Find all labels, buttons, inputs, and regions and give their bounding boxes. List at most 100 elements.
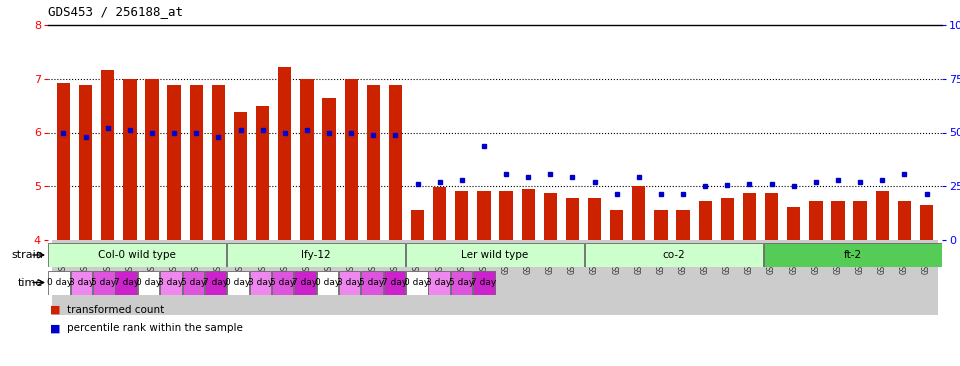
Bar bbox=[433, 187, 446, 240]
Bar bbox=[562, 240, 584, 315]
Bar bbox=[185, 240, 207, 315]
Bar bbox=[584, 240, 606, 315]
Text: transformed count: transformed count bbox=[67, 305, 164, 315]
Bar bbox=[428, 240, 451, 315]
Bar bbox=[228, 243, 405, 266]
Bar bbox=[495, 240, 517, 315]
Bar bbox=[204, 270, 227, 295]
Text: 0 day: 0 day bbox=[315, 278, 340, 287]
Text: 7 day: 7 day bbox=[293, 278, 318, 287]
Bar bbox=[499, 191, 513, 240]
Bar bbox=[694, 240, 716, 315]
Bar bbox=[876, 191, 889, 240]
Text: 7 day: 7 day bbox=[471, 278, 496, 287]
Text: 0 day: 0 day bbox=[46, 278, 72, 287]
Bar bbox=[565, 198, 579, 240]
Bar bbox=[455, 191, 468, 240]
Bar bbox=[628, 240, 650, 315]
Bar bbox=[384, 240, 406, 315]
Bar bbox=[543, 193, 557, 240]
Bar bbox=[588, 198, 601, 240]
Bar bbox=[606, 240, 628, 315]
Bar bbox=[123, 79, 136, 240]
Bar bbox=[804, 240, 827, 315]
Text: 7 day: 7 day bbox=[113, 278, 139, 287]
Bar bbox=[300, 79, 314, 240]
Bar bbox=[48, 243, 227, 266]
Bar bbox=[760, 240, 782, 315]
Bar bbox=[428, 270, 450, 295]
Bar bbox=[677, 210, 689, 240]
Bar bbox=[167, 85, 180, 240]
Bar bbox=[367, 85, 380, 240]
Bar bbox=[389, 85, 402, 240]
Text: 3 day: 3 day bbox=[158, 278, 183, 287]
Bar bbox=[473, 240, 495, 315]
Bar bbox=[234, 112, 247, 240]
Text: 5 day: 5 day bbox=[91, 278, 116, 287]
Bar bbox=[894, 240, 916, 315]
Bar bbox=[93, 270, 114, 295]
Bar bbox=[340, 240, 362, 315]
Text: time: time bbox=[18, 277, 43, 288]
Bar bbox=[451, 240, 473, 315]
Bar bbox=[787, 207, 801, 240]
Bar bbox=[256, 106, 270, 240]
Bar bbox=[53, 240, 75, 315]
Text: 3 day: 3 day bbox=[248, 278, 273, 287]
Bar bbox=[782, 240, 804, 315]
Text: Col-0 wild type: Col-0 wild type bbox=[99, 250, 177, 260]
Bar bbox=[190, 85, 203, 240]
Bar bbox=[97, 240, 119, 315]
Text: 5 day: 5 day bbox=[359, 278, 385, 287]
Bar bbox=[672, 240, 694, 315]
Bar bbox=[411, 210, 424, 240]
Text: 5 day: 5 day bbox=[449, 278, 474, 287]
Text: GDS453 / 256188_at: GDS453 / 256188_at bbox=[48, 5, 183, 18]
Bar bbox=[115, 270, 137, 295]
Bar bbox=[182, 270, 204, 295]
Bar bbox=[809, 201, 823, 240]
Bar bbox=[296, 240, 318, 315]
Bar bbox=[345, 79, 358, 240]
Bar bbox=[831, 201, 845, 240]
Bar bbox=[585, 243, 763, 266]
Bar bbox=[75, 240, 97, 315]
Text: ■: ■ bbox=[50, 323, 60, 333]
Bar bbox=[207, 240, 229, 315]
Bar bbox=[716, 240, 738, 315]
Bar bbox=[521, 189, 535, 240]
Bar bbox=[138, 270, 159, 295]
Text: strain: strain bbox=[12, 250, 43, 260]
Text: ■: ■ bbox=[50, 305, 60, 315]
Bar bbox=[765, 193, 779, 240]
Bar bbox=[384, 270, 405, 295]
Bar bbox=[141, 240, 163, 315]
Bar bbox=[323, 98, 336, 240]
Bar bbox=[362, 240, 384, 315]
Bar bbox=[743, 193, 756, 240]
Bar bbox=[633, 186, 645, 240]
Bar bbox=[827, 240, 849, 315]
Bar bbox=[229, 240, 252, 315]
Bar bbox=[57, 82, 70, 240]
Bar bbox=[278, 67, 292, 240]
Bar bbox=[477, 191, 491, 240]
Bar bbox=[339, 270, 360, 295]
Text: percentile rank within the sample: percentile rank within the sample bbox=[67, 323, 243, 333]
Bar bbox=[451, 270, 472, 295]
Bar bbox=[252, 240, 274, 315]
Bar bbox=[79, 85, 92, 240]
Bar bbox=[920, 205, 933, 240]
Bar bbox=[699, 201, 712, 240]
Bar bbox=[295, 270, 316, 295]
Bar bbox=[250, 270, 271, 295]
Bar bbox=[48, 270, 70, 295]
Text: 5 day: 5 day bbox=[180, 278, 205, 287]
Text: 0 day: 0 day bbox=[404, 278, 429, 287]
Text: 7 day: 7 day bbox=[203, 278, 228, 287]
Text: co-2: co-2 bbox=[662, 250, 685, 260]
Bar bbox=[228, 270, 249, 295]
Text: lfy-12: lfy-12 bbox=[301, 250, 331, 260]
Bar bbox=[853, 201, 867, 240]
